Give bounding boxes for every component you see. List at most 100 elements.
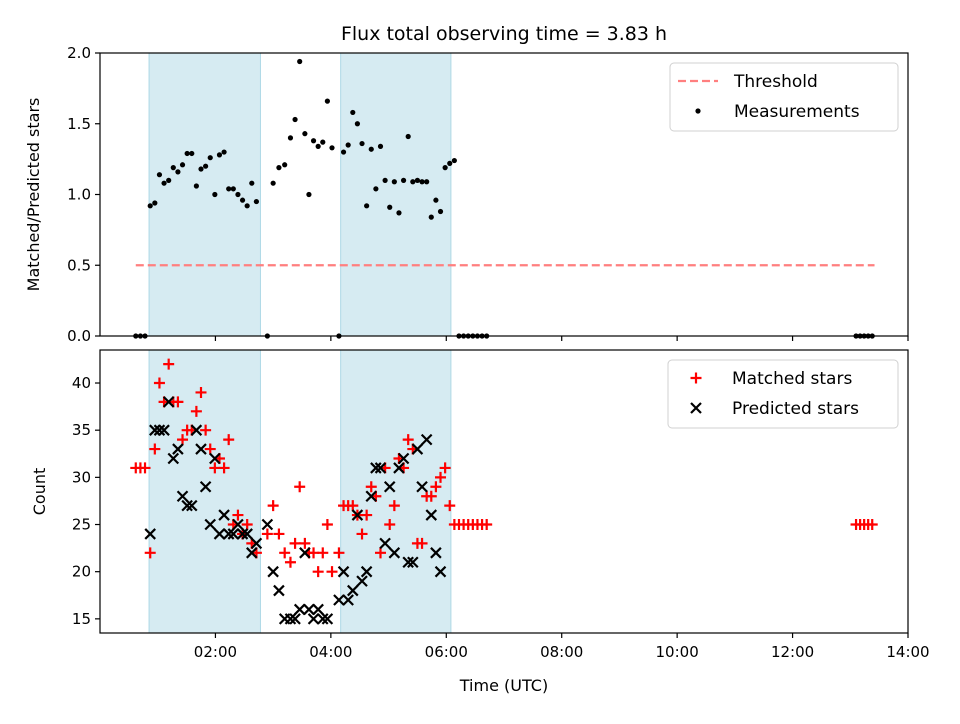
data-point	[345, 142, 351, 148]
matched-point	[425, 490, 437, 502]
data-point	[276, 165, 282, 171]
y-tick-label: 35	[72, 421, 91, 439]
shaded-interval-1	[148, 52, 261, 337]
data-point	[253, 198, 260, 205]
data-point	[306, 191, 312, 198]
matched-point	[361, 509, 373, 521]
x-tick-label: 12:00	[771, 643, 814, 661]
legend-label: Matched stars	[732, 369, 852, 389]
top-panel: 0.0 0.5 1.0 1.5 2.0 Matched/Predicted stars Th…	[24, 44, 909, 345]
data-point	[373, 186, 379, 192]
legend-marker	[690, 372, 702, 384]
matched-point	[374, 547, 386, 559]
data-point	[405, 133, 411, 140]
data-point	[221, 149, 227, 155]
data-point	[410, 179, 416, 185]
matched-point	[289, 537, 301, 549]
data-point	[170, 165, 176, 171]
matched-point	[333, 547, 345, 559]
matched-point	[444, 500, 456, 512]
legend-label: Threshold	[733, 72, 818, 92]
predicted-point	[299, 547, 311, 559]
predicted-point	[425, 509, 438, 521]
matched-point	[294, 481, 306, 493]
data-point	[315, 143, 321, 149]
data-point	[377, 143, 384, 149]
predicted-point	[144, 528, 156, 540]
data-point	[433, 197, 439, 203]
data-point	[329, 145, 335, 151]
predicted-point	[162, 396, 175, 408]
matched-point	[866, 519, 878, 531]
data-point	[270, 180, 276, 186]
matched-point	[312, 566, 324, 578]
data-point	[310, 138, 317, 144]
predicted-point	[397, 452, 410, 465]
predicted-point	[284, 613, 297, 625]
data-point	[147, 203, 153, 209]
matched-point	[218, 462, 230, 474]
predicted-point	[356, 575, 368, 587]
bottom-panel: 15 20 25 30 35 40 02:00 04:00 06:00 08:00 10:00 12:…	[30, 349, 930, 661]
data-point	[387, 204, 393, 210]
predicted-point	[289, 613, 301, 625]
matched-point	[195, 386, 207, 398]
data-point	[249, 180, 255, 186]
predicted-point	[321, 613, 334, 625]
y-axis-label: Matched/Predicted stars	[24, 98, 43, 292]
legend-label: Measurements	[734, 102, 860, 122]
data-point	[297, 58, 303, 65]
data-point	[179, 162, 186, 168]
predicted-point	[209, 452, 221, 465]
x-axis-label: Time (UTC)	[459, 676, 548, 695]
data-point	[359, 140, 365, 147]
matched-point	[267, 500, 279, 512]
predicted-point	[416, 481, 428, 493]
predicted-point	[333, 594, 345, 606]
legend-box	[667, 359, 899, 429]
data-point	[428, 214, 434, 220]
predicted-point	[236, 528, 249, 540]
predicted-point	[411, 443, 424, 455]
predicted-point	[176, 490, 189, 502]
legend: Threshold Measurements	[669, 62, 899, 132]
legend-marker	[695, 108, 701, 114]
matched-point	[317, 547, 329, 559]
predicted-point	[227, 528, 240, 540]
predicted-point	[407, 556, 419, 569]
data-point	[230, 186, 236, 192]
predicted-point	[365, 490, 378, 502]
matched-point	[153, 377, 165, 389]
shaded-interval-2	[340, 349, 452, 634]
predicted-point	[337, 565, 350, 578]
matched-point	[139, 462, 151, 474]
legend: Matched stars Predicted stars	[667, 359, 899, 429]
predicted-point	[167, 452, 180, 465]
axes-frame	[99, 349, 909, 634]
data-point	[400, 177, 407, 183]
data-point	[447, 160, 453, 166]
data-point	[198, 166, 204, 172]
matched-point	[430, 481, 442, 493]
predicted-point	[185, 499, 198, 512]
predicted-point	[388, 547, 401, 559]
y-axis-label: Count	[30, 468, 49, 516]
x-tick-label: 08:00	[540, 643, 583, 661]
predicted-point	[222, 528, 235, 540]
matched-point	[149, 443, 161, 455]
predicted-point	[241, 528, 253, 540]
matched-point	[261, 528, 273, 540]
chart-title: Flux total observing time = 3.83 h	[341, 23, 667, 45]
matched-point	[190, 405, 202, 417]
legend-marker	[690, 402, 702, 414]
matched-point	[481, 519, 493, 531]
matched-point	[172, 396, 184, 408]
data-point	[451, 157, 457, 164]
predicted-point	[434, 565, 447, 578]
data-point	[391, 179, 397, 185]
x-tick-label: 02:00	[194, 643, 237, 661]
predicted-point	[316, 613, 329, 625]
data-point	[193, 183, 199, 189]
data-point	[396, 210, 402, 216]
